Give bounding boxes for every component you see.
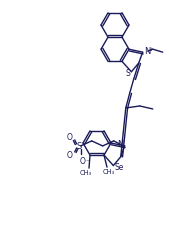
Text: O: O xyxy=(67,151,73,160)
Text: +: + xyxy=(148,46,153,52)
Text: N: N xyxy=(117,140,124,149)
Text: S: S xyxy=(126,69,130,78)
Text: Se: Se xyxy=(115,162,124,171)
Text: O: O xyxy=(80,157,86,166)
Text: S: S xyxy=(76,142,81,151)
Text: CH₃: CH₃ xyxy=(103,168,115,174)
Text: N: N xyxy=(144,47,150,56)
Text: O: O xyxy=(67,133,73,142)
Text: CH₃: CH₃ xyxy=(80,169,92,175)
Text: ⁻: ⁻ xyxy=(86,158,90,164)
